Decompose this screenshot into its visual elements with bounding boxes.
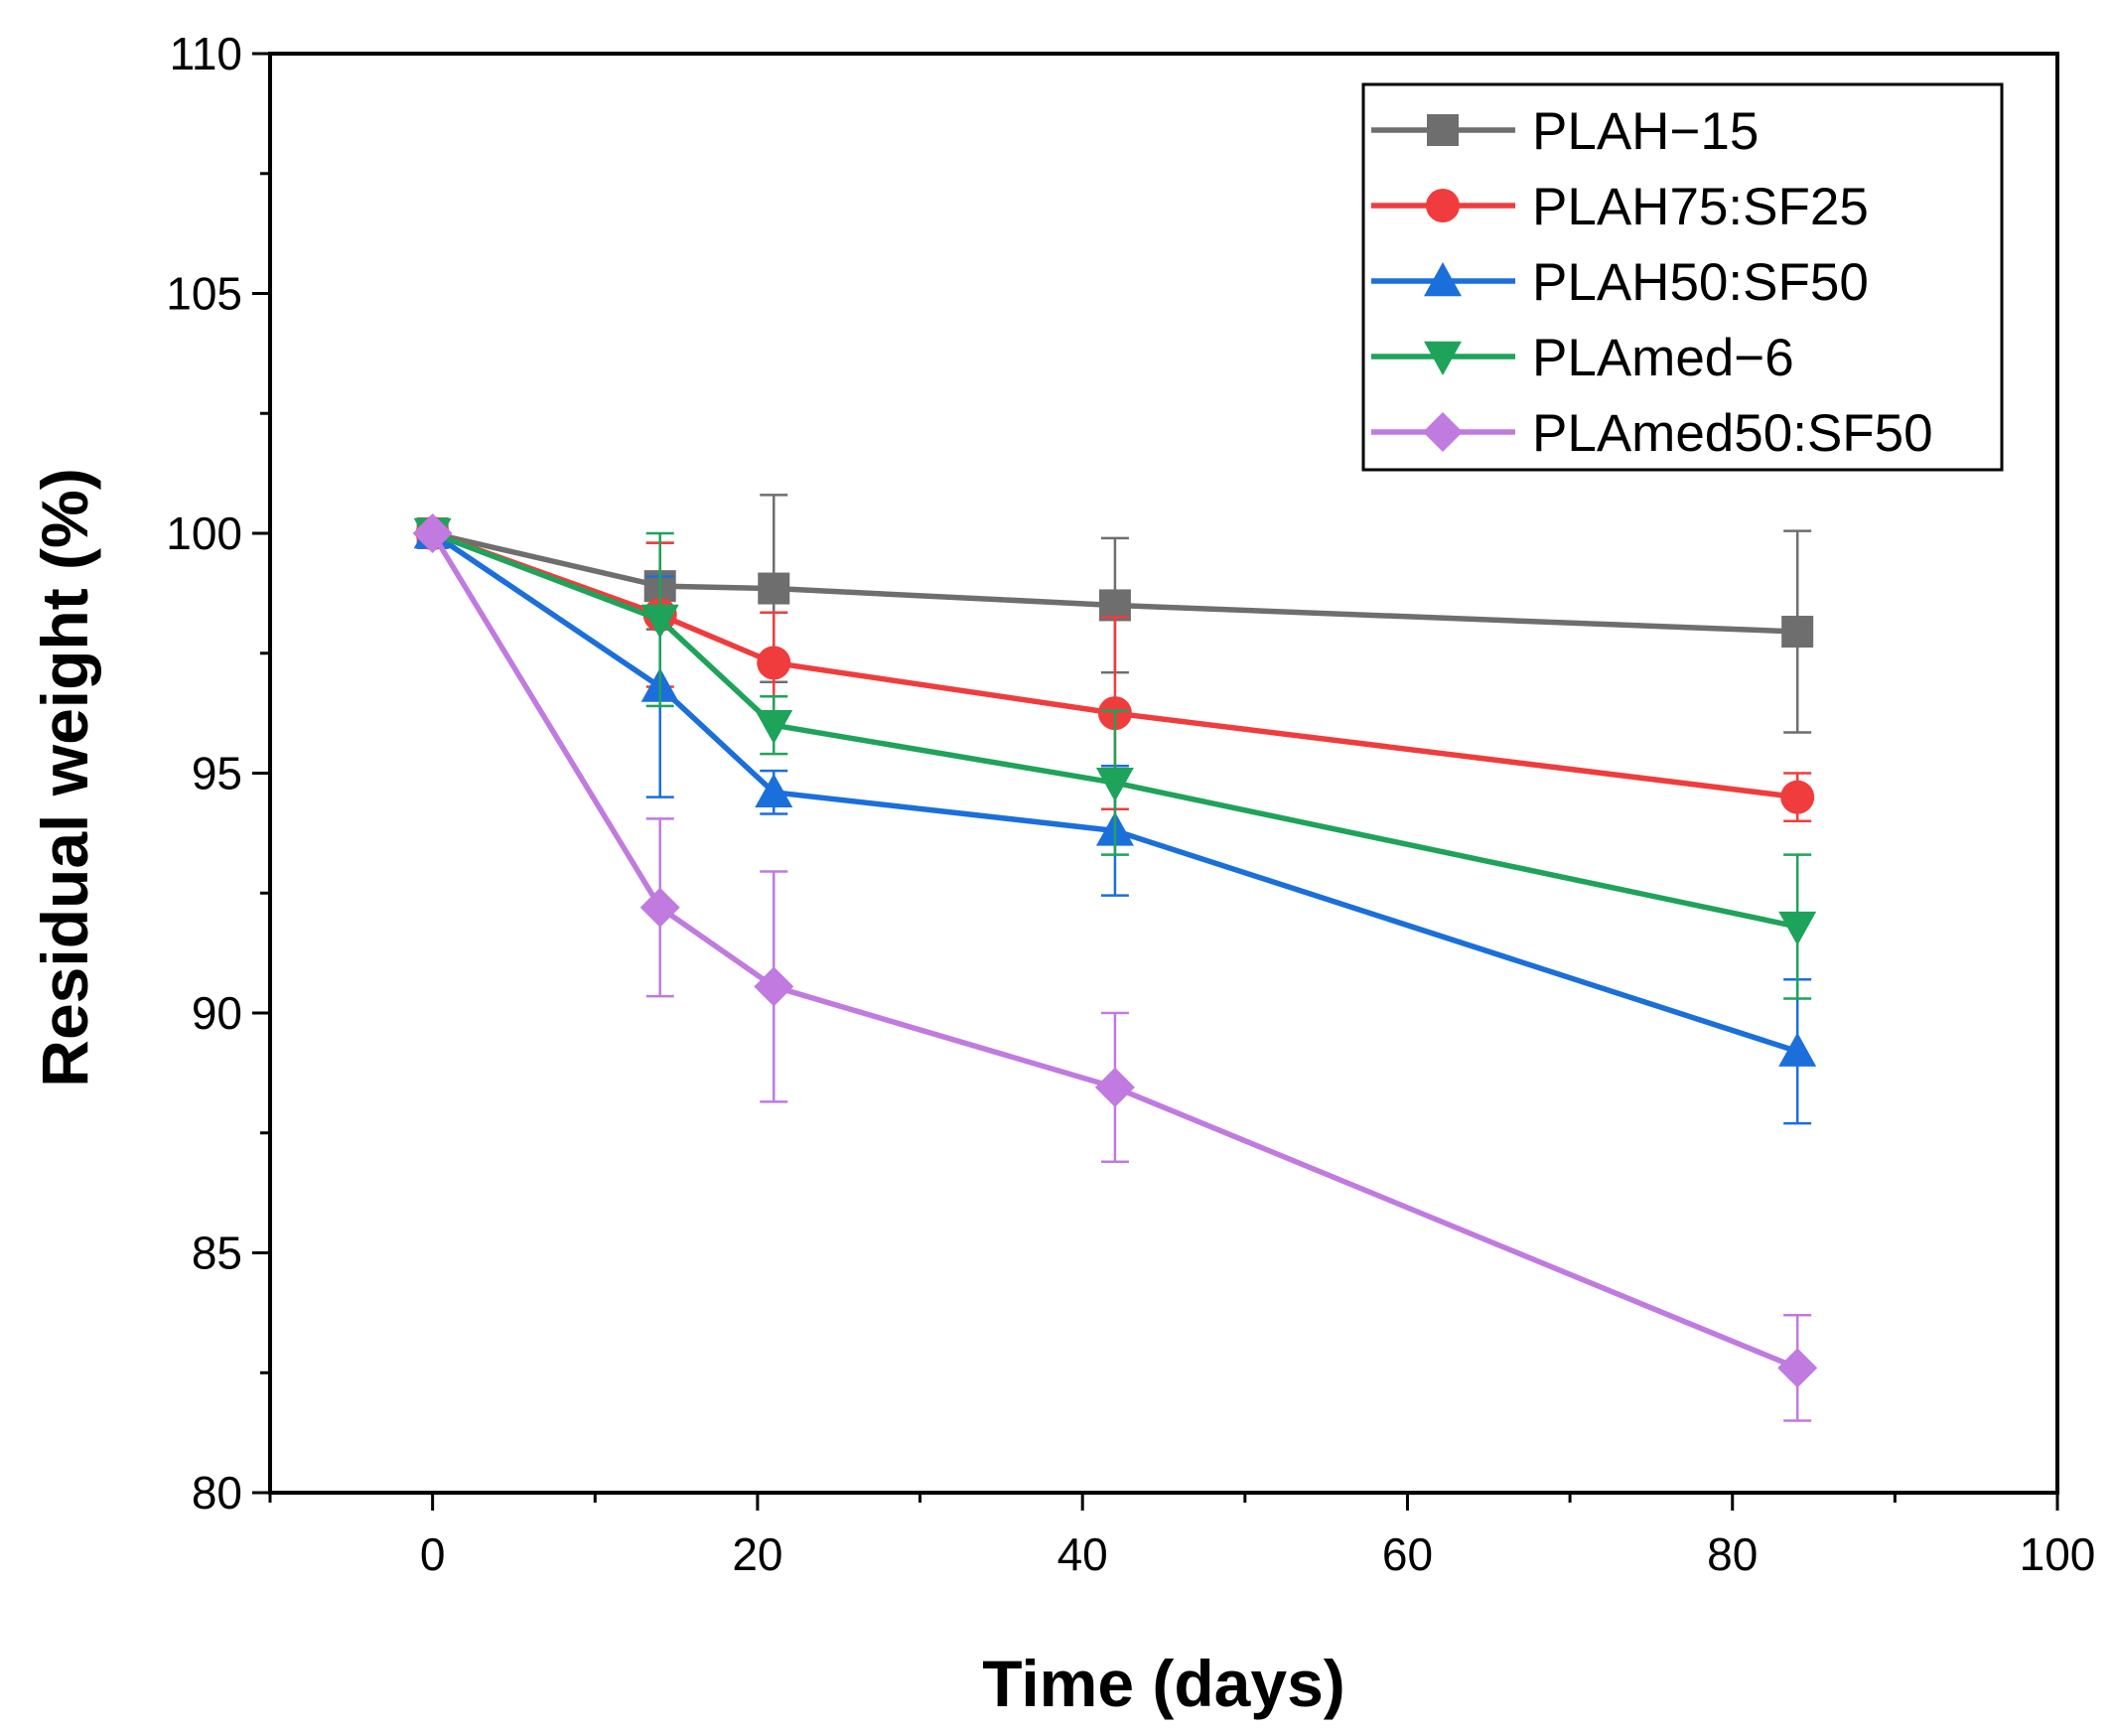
y-tick-label: 105 — [166, 268, 242, 320]
axes-layer: 0 20 40 60 80 100 80 85 90 95 100 105 110 — [166, 28, 2095, 1580]
legend-label: PLAmed−6 — [1532, 329, 1794, 387]
legend: PLAH−15 PLAH75:SF25 PLAH50:SF50 PLAmed−6 PLA… — [1361, 82, 2004, 472]
x-axis-title: Time (days) — [982, 1647, 1345, 1720]
legend-label: PLAH50:SF50 — [1532, 253, 1869, 312]
y-tick-label: 90 — [192, 987, 242, 1039]
data-point — [1778, 1032, 1817, 1067]
y-tick-label: 80 — [192, 1467, 242, 1519]
x-tick-label: 80 — [1707, 1528, 1758, 1580]
legend-label: PLAmed50:SF50 — [1532, 404, 1933, 463]
legend-marker — [1423, 412, 1463, 452]
y-tick-label: 110 — [170, 28, 242, 79]
x-tick-label: 40 — [1057, 1528, 1108, 1580]
series-4 — [412, 513, 1818, 1422]
data-point — [1778, 911, 1817, 946]
x-tick-label: 20 — [732, 1528, 782, 1580]
data-point — [1781, 616, 1814, 649]
data-point — [1780, 780, 1815, 814]
legend-box — [1361, 82, 2004, 472]
legend-label: PLAH75:SF25 — [1532, 178, 1869, 236]
x-tick-label: 0 — [420, 1528, 446, 1580]
data-point — [639, 887, 680, 928]
legend-marker — [1426, 189, 1460, 222]
data-point — [1095, 767, 1134, 802]
data-point — [1777, 1348, 1818, 1388]
legend-label: PLAH−15 — [1532, 102, 1759, 161]
data-point — [755, 710, 793, 745]
y-tick-label: 100 — [166, 507, 242, 559]
y-tick-label: 95 — [192, 748, 242, 799]
data-point — [755, 773, 793, 808]
data-point — [757, 646, 791, 680]
series-3 — [413, 517, 1817, 1000]
series-2 — [413, 514, 1817, 1125]
data-point — [640, 604, 679, 639]
legend-marker — [1427, 114, 1459, 146]
data-point — [1098, 589, 1131, 622]
x-tick-label: 60 — [1382, 1528, 1433, 1580]
y-axis-title: Residual weight (%) — [28, 468, 101, 1086]
y-tick-label: 85 — [192, 1228, 242, 1279]
x-tick-label: 100 — [2020, 1528, 2096, 1580]
legend-marker — [1424, 341, 1462, 375]
series-layer — [412, 494, 1818, 1422]
legend-marker — [1424, 262, 1462, 297]
data-point — [758, 572, 790, 605]
data-point — [754, 966, 794, 1007]
data-point — [412, 513, 453, 553]
data-point — [1094, 1067, 1135, 1107]
